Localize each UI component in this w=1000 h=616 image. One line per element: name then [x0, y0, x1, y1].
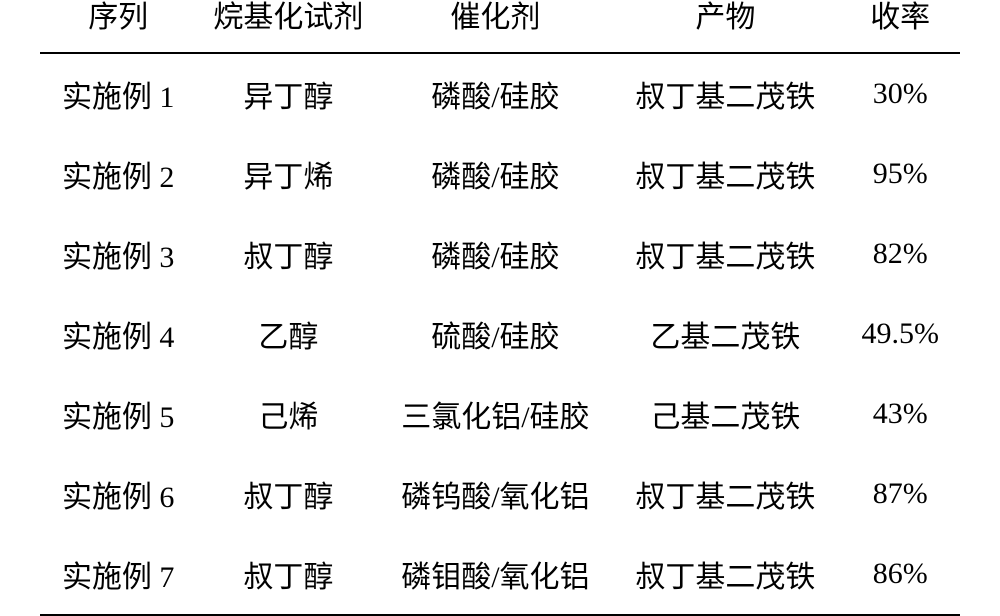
- cell-reagent: 乙醇: [196, 294, 380, 374]
- cell-catalyst: 磷钼酸/氧化铝: [380, 534, 610, 615]
- cell-sequence: 实施例 3: [40, 214, 196, 294]
- cell-yield: 30%: [840, 53, 960, 134]
- cell-sequence: 实施例 1: [40, 53, 196, 134]
- table-row: 实施例 2 异丁烯 磷酸/硅胶 叔丁基二茂铁 95%: [40, 134, 960, 214]
- cell-product: 叔丁基二茂铁: [610, 534, 840, 615]
- cell-reagent: 叔丁醇: [196, 214, 380, 294]
- cell-product: 叔丁基二茂铁: [610, 454, 840, 534]
- data-table: 序列 烷基化试剂 催化剂 产物 收率 实施例 1 异丁醇 磷酸/硅胶 叔丁基二茂…: [40, 0, 960, 616]
- header-product: 产物: [610, 0, 840, 53]
- cell-catalyst: 硫酸/硅胶: [380, 294, 610, 374]
- cell-product: 乙基二茂铁: [610, 294, 840, 374]
- cell-catalyst: 磷酸/硅胶: [380, 134, 610, 214]
- table-container: 序列 烷基化试剂 催化剂 产物 收率 实施例 1 异丁醇 磷酸/硅胶 叔丁基二茂…: [20, 0, 980, 616]
- cell-reagent: 异丁醇: [196, 53, 380, 134]
- cell-yield: 95%: [840, 134, 960, 214]
- cell-product: 叔丁基二茂铁: [610, 134, 840, 214]
- cell-reagent: 己烯: [196, 374, 380, 454]
- cell-catalyst: 磷酸/硅胶: [380, 53, 610, 134]
- header-catalyst: 催化剂: [380, 0, 610, 53]
- cell-yield: 82%: [840, 214, 960, 294]
- cell-product: 叔丁基二茂铁: [610, 214, 840, 294]
- cell-yield: 87%: [840, 454, 960, 534]
- table-row: 实施例 3 叔丁醇 磷酸/硅胶 叔丁基二茂铁 82%: [40, 214, 960, 294]
- table-header: 序列 烷基化试剂 催化剂 产物 收率: [40, 0, 960, 53]
- cell-sequence: 实施例 5: [40, 374, 196, 454]
- header-yield: 收率: [840, 0, 960, 53]
- cell-yield: 49.5%: [840, 294, 960, 374]
- table-row: 实施例 7 叔丁醇 磷钼酸/氧化铝 叔丁基二茂铁 86%: [40, 534, 960, 615]
- cell-reagent: 叔丁醇: [196, 454, 380, 534]
- header-reagent: 烷基化试剂: [196, 0, 380, 53]
- table-body: 实施例 1 异丁醇 磷酸/硅胶 叔丁基二茂铁 30% 实施例 2 异丁烯 磷酸/…: [40, 53, 960, 615]
- table-row: 实施例 4 乙醇 硫酸/硅胶 乙基二茂铁 49.5%: [40, 294, 960, 374]
- cell-reagent: 异丁烯: [196, 134, 380, 214]
- cell-yield: 43%: [840, 374, 960, 454]
- cell-product: 己基二茂铁: [610, 374, 840, 454]
- cell-sequence: 实施例 6: [40, 454, 196, 534]
- cell-catalyst: 三氯化铝/硅胶: [380, 374, 610, 454]
- table-row: 实施例 1 异丁醇 磷酸/硅胶 叔丁基二茂铁 30%: [40, 53, 960, 134]
- table-row: 实施例 5 己烯 三氯化铝/硅胶 己基二茂铁 43%: [40, 374, 960, 454]
- cell-catalyst: 磷酸/硅胶: [380, 214, 610, 294]
- cell-sequence: 实施例 2: [40, 134, 196, 214]
- cell-product: 叔丁基二茂铁: [610, 53, 840, 134]
- table-row: 实施例 6 叔丁醇 磷钨酸/氧化铝 叔丁基二茂铁 87%: [40, 454, 960, 534]
- cell-sequence: 实施例 7: [40, 534, 196, 615]
- cell-yield: 86%: [840, 534, 960, 615]
- header-row: 序列 烷基化试剂 催化剂 产物 收率: [40, 0, 960, 53]
- cell-catalyst: 磷钨酸/氧化铝: [380, 454, 610, 534]
- cell-sequence: 实施例 4: [40, 294, 196, 374]
- cell-reagent: 叔丁醇: [196, 534, 380, 615]
- header-sequence: 序列: [40, 0, 196, 53]
